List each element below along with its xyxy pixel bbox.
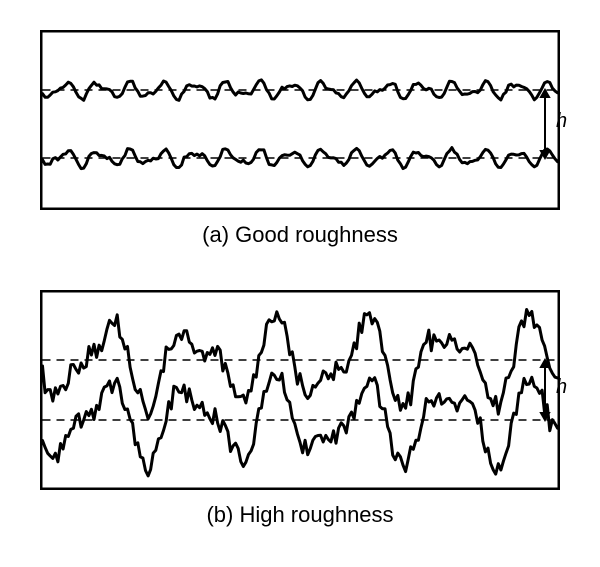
gap-label-b: h	[556, 376, 567, 399]
good-roughness-plot	[40, 30, 560, 210]
caption-a: (a) Good roughness	[0, 222, 600, 248]
high-roughness-plot	[40, 290, 560, 490]
caption-b: (b) High roughness	[0, 502, 600, 528]
panel-good-roughness	[40, 30, 560, 210]
panel-high-roughness	[40, 290, 560, 490]
figure-roughness: { "figure": { "background": "#ffffff", "…	[0, 0, 600, 567]
gap-label-a: h	[556, 110, 567, 133]
